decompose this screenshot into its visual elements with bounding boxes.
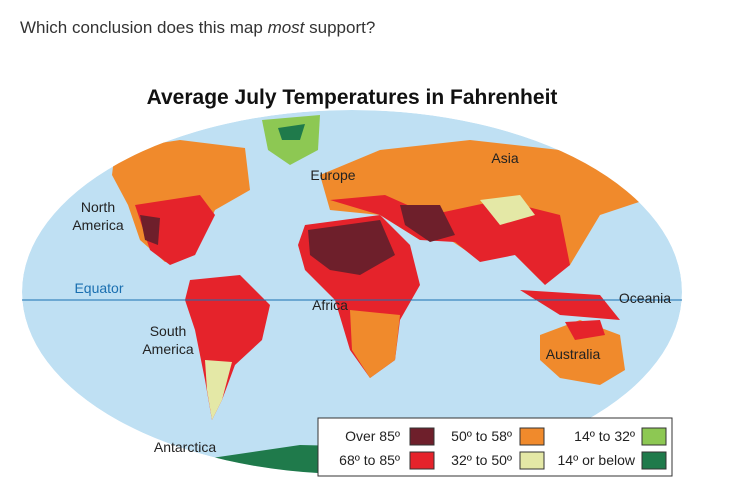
legend-swatch bbox=[641, 427, 667, 446]
legend-swatch bbox=[519, 451, 545, 470]
legend-swatch bbox=[409, 427, 435, 446]
legend-label: 14º or below bbox=[558, 452, 636, 468]
land bbox=[205, 360, 232, 420]
land bbox=[400, 205, 455, 242]
legend-label: 50º to 58º bbox=[451, 428, 512, 444]
place-label: America bbox=[72, 217, 124, 233]
legend: Over 85º 68º to 85º 50º to 58º 32º to 50º 14… bbox=[317, 417, 673, 477]
land bbox=[565, 320, 605, 340]
land bbox=[540, 320, 625, 385]
legend-swatch bbox=[409, 451, 435, 470]
map-labels: North America Europe Asia Africa Equator Ocean… bbox=[72, 150, 671, 455]
question: Which conclusion does this map most supp… bbox=[20, 18, 375, 38]
place-label: Oceania bbox=[619, 290, 671, 306]
land bbox=[480, 195, 535, 225]
place-label: Africa bbox=[312, 297, 348, 313]
land bbox=[185, 275, 270, 420]
legend-box bbox=[317, 417, 673, 477]
place-label: Australia bbox=[546, 346, 601, 362]
land bbox=[140, 215, 160, 245]
place-label: Equator bbox=[74, 280, 123, 296]
place-label: Asia bbox=[491, 150, 518, 166]
legend-swatch bbox=[519, 427, 545, 446]
place-label: North bbox=[81, 199, 115, 215]
legend-label: 14º to 32º bbox=[574, 428, 635, 444]
place-label: America bbox=[142, 341, 194, 357]
question-emphasis: most bbox=[267, 18, 305, 37]
legend-label: 32º to 50º bbox=[451, 452, 512, 468]
question-text: Which conclusion does this map bbox=[20, 18, 268, 37]
place-label: Europe bbox=[310, 167, 355, 183]
legend-label: 68º to 85º bbox=[339, 452, 400, 468]
map-title: Average July Temperatures in Fahrenheit bbox=[147, 86, 558, 109]
land bbox=[308, 220, 395, 275]
land bbox=[520, 290, 620, 320]
legend-label: Over 85º bbox=[345, 428, 400, 444]
place-label: Antarctica bbox=[154, 439, 216, 455]
land bbox=[278, 124, 305, 140]
land bbox=[135, 195, 215, 265]
place-label: South bbox=[150, 323, 187, 339]
land bbox=[350, 310, 400, 378]
question-text: support? bbox=[304, 18, 376, 37]
legend-swatch bbox=[641, 451, 667, 470]
